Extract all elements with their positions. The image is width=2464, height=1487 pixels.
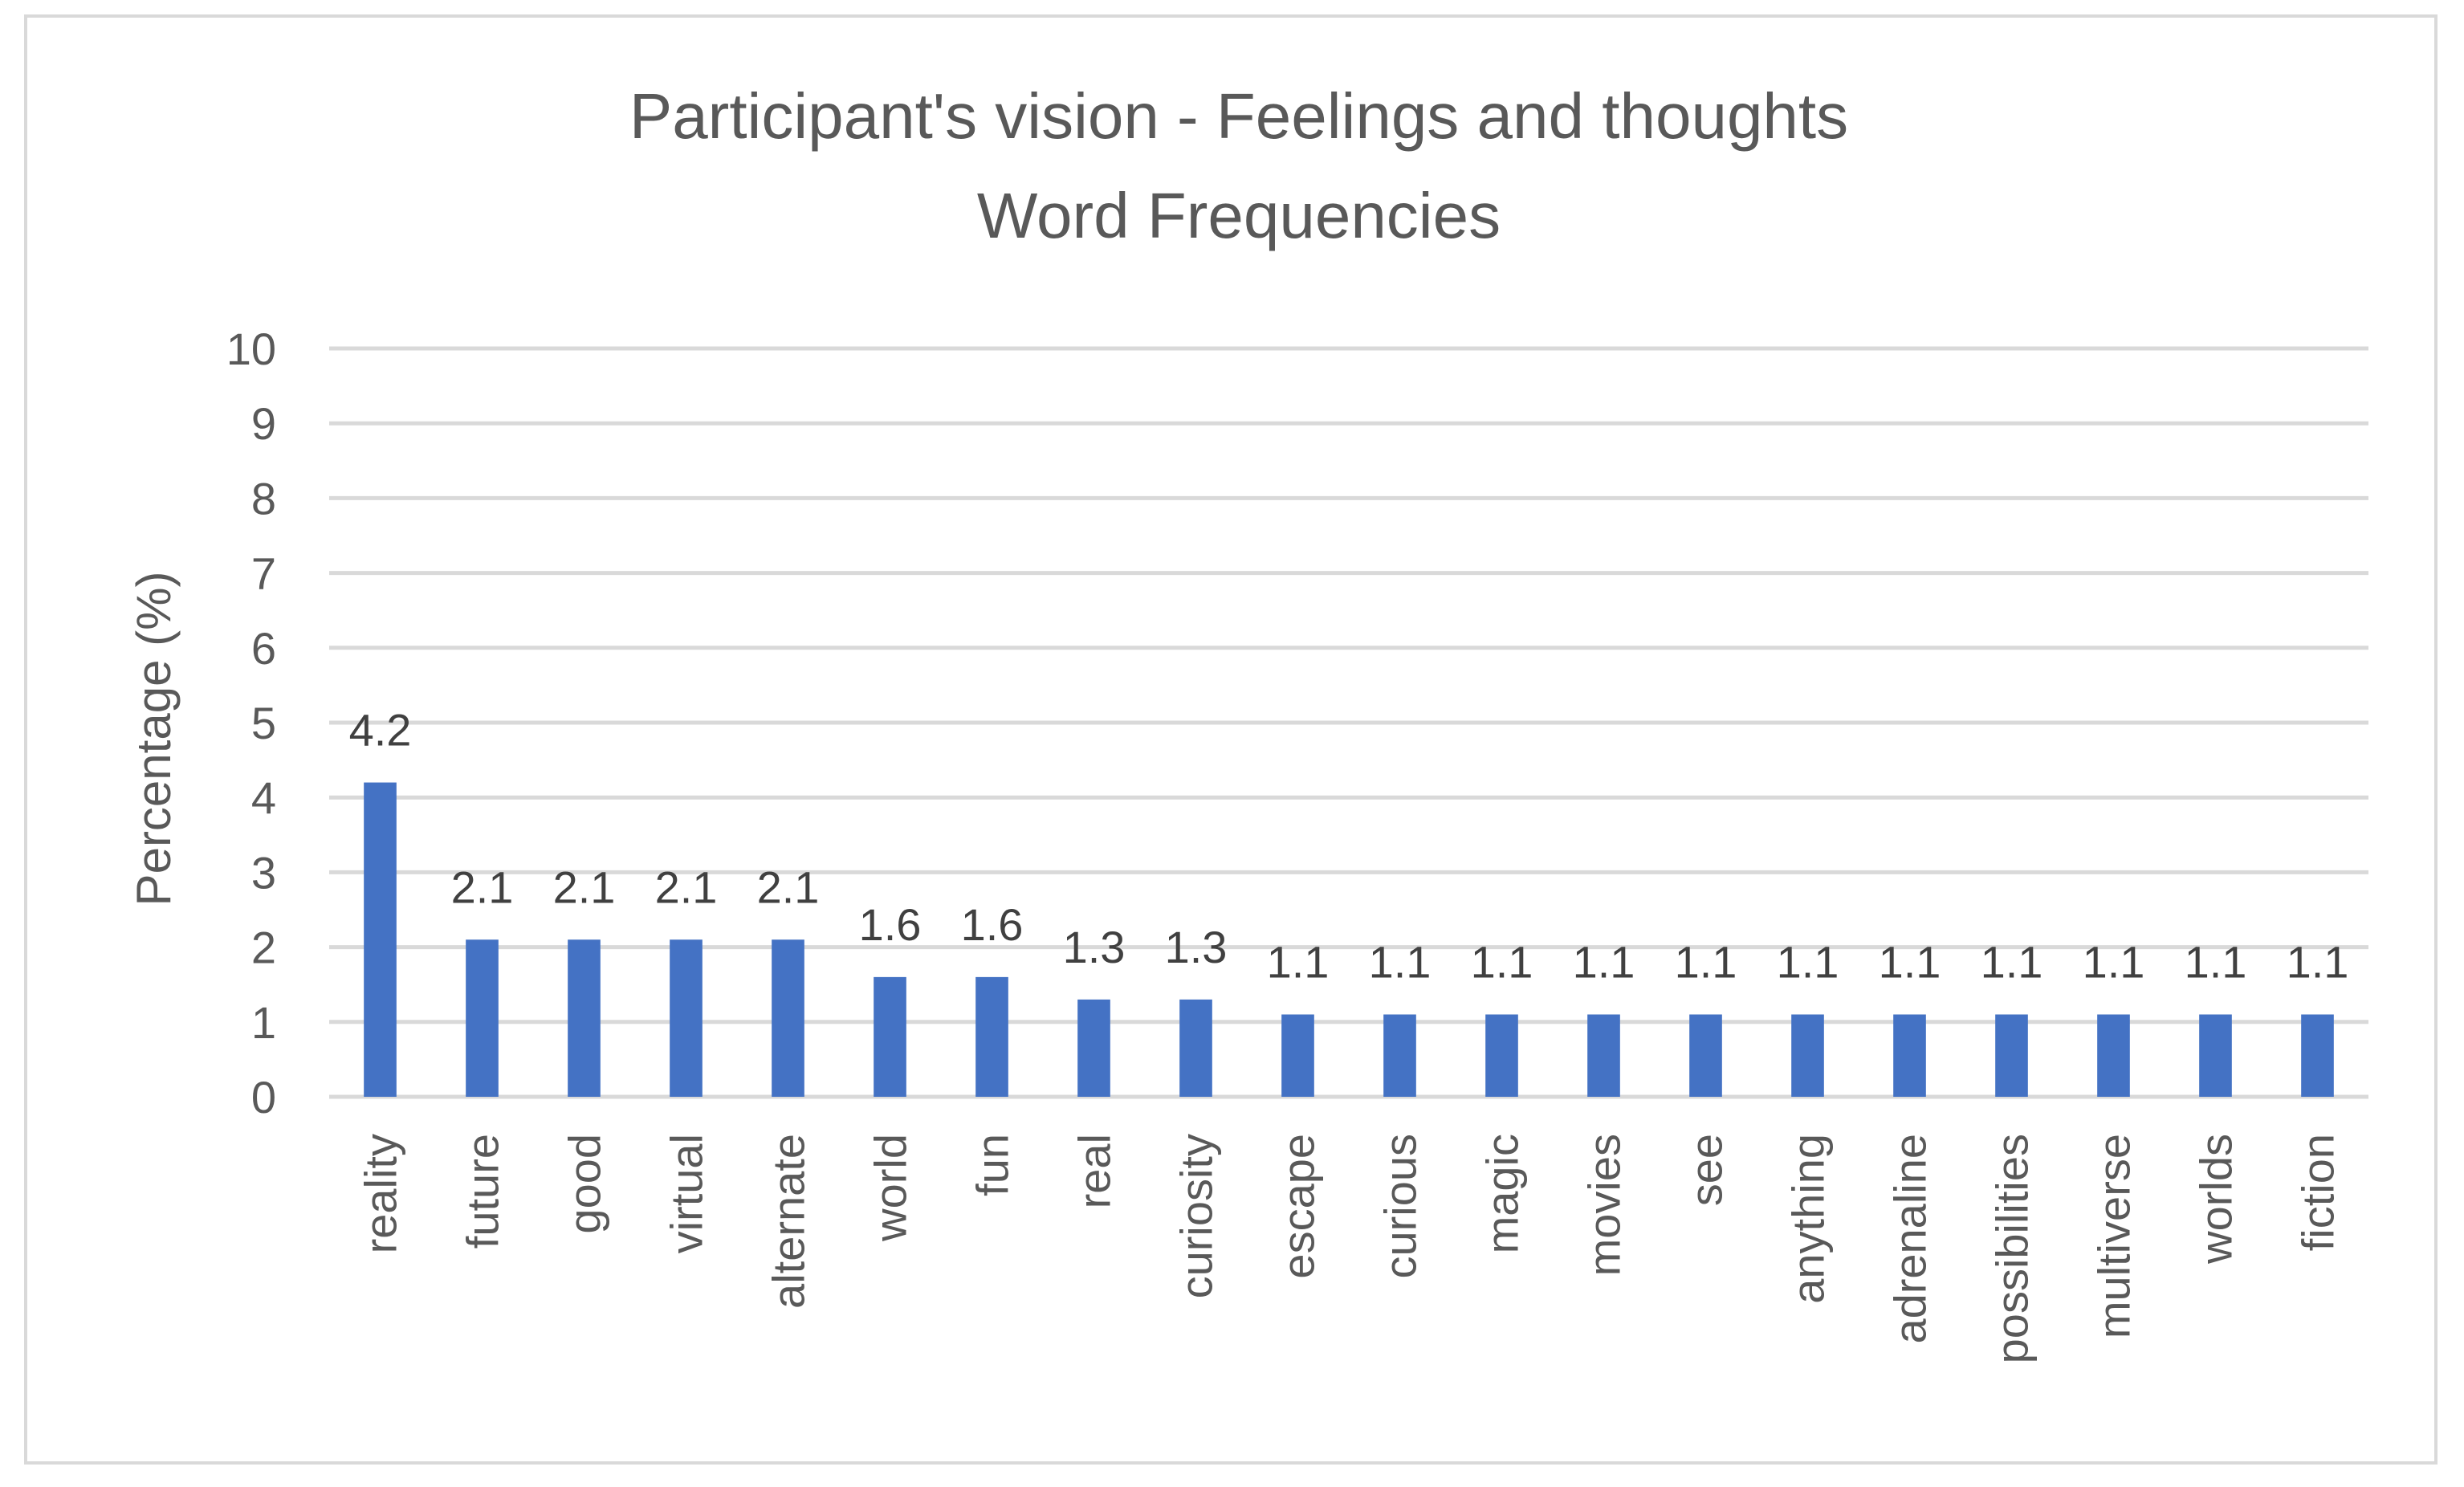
- bar-reality: [364, 782, 397, 1097]
- data-label-magic: 1.1: [1471, 936, 1533, 987]
- y-tick-label: 5: [251, 698, 276, 748]
- bar-future: [466, 939, 499, 1097]
- x-category-label: escape: [1273, 1134, 1324, 1279]
- y-tick-label: 1: [251, 997, 276, 1048]
- chart-title-line-2: Word Frequencies: [977, 180, 1501, 251]
- x-category-label: fun: [967, 1134, 1018, 1196]
- bar-alternate: [772, 939, 804, 1097]
- data-label-curious: 1.1: [1369, 936, 1432, 987]
- data-label-future: 2.1: [451, 862, 514, 912]
- x-category-label: curious: [1375, 1134, 1426, 1279]
- bar-magic: [1485, 1014, 1518, 1097]
- y-tick-label: 10: [226, 324, 276, 374]
- data-label-real: 1.3: [1063, 922, 1126, 972]
- bar-fun: [975, 976, 1008, 1097]
- data-label-virtual: 2.1: [655, 862, 718, 912]
- gridlines: [329, 346, 2368, 1099]
- x-category-label: alternate: [764, 1134, 814, 1309]
- bar-fiction: [2301, 1014, 2334, 1097]
- x-category-label: real: [1069, 1134, 1120, 1208]
- bar-multiverse: [2097, 1014, 2130, 1097]
- y-tick-label: 3: [251, 847, 276, 898]
- bar-see: [1689, 1014, 1722, 1097]
- bar-real: [1077, 999, 1110, 1097]
- y-tick-label: 4: [251, 772, 276, 823]
- chart-frame: [24, 14, 2438, 1465]
- x-category-label: future: [458, 1134, 508, 1249]
- x-category-label: see: [1681, 1134, 1732, 1206]
- y-tick-label: 0: [251, 1072, 276, 1122]
- x-category-label: multiverse: [2089, 1134, 2140, 1338]
- bars: [364, 782, 2334, 1097]
- x-category-label: world: [865, 1134, 916, 1242]
- x-category-label: worlds: [2191, 1134, 2242, 1265]
- bar-worlds: [2199, 1014, 2232, 1097]
- x-category-label: curiosity: [1171, 1134, 1222, 1298]
- x-category-label: magic: [1477, 1134, 1528, 1253]
- bar-world: [874, 976, 906, 1097]
- bar-possibilities: [1995, 1014, 2028, 1097]
- data-label-multiverse: 1.1: [2083, 936, 2145, 987]
- bar-curiosity: [1179, 999, 1212, 1097]
- data-label-movies: 1.1: [1573, 936, 1635, 987]
- bar-escape: [1281, 1014, 1314, 1097]
- x-category-label: possibilities: [1987, 1134, 2038, 1363]
- data-label-fun: 1.6: [961, 899, 1024, 950]
- y-axis-title: Percentage (%): [127, 572, 181, 906]
- y-tick-label: 6: [251, 623, 276, 674]
- x-axis-categories: reality future good virtual alternate world fu…: [356, 1134, 2344, 1363]
- y-tick-label: 7: [251, 548, 276, 599]
- data-label-reality: 4.2: [349, 705, 412, 756]
- data-label-escape: 1.1: [1267, 936, 1330, 987]
- x-category-label: virtual: [662, 1134, 712, 1253]
- data-label-see: 1.1: [1675, 936, 1737, 987]
- bar-virtual: [670, 939, 703, 1097]
- y-tick-label: 9: [251, 398, 276, 449]
- bar-adrenaline: [1893, 1014, 1926, 1097]
- chart-title-line-1: Participant's vision - Feelings and thou…: [629, 80, 1848, 152]
- data-label-alternate: 2.1: [757, 862, 820, 912]
- y-axis-ticks: 0 1 2 3 4 5 6 7 8 9 10: [226, 324, 276, 1122]
- x-category-label: anything: [1783, 1134, 1834, 1304]
- data-labels: 4.2 2.1 2.1 2.1 2.1 1.6 1.6 1.3 1.3 1.1 1.1 1.1 1.1 1…: [349, 705, 2349, 988]
- x-category-label: adrenaline: [1885, 1134, 1936, 1344]
- data-label-adrenaline: 1.1: [1879, 936, 1941, 987]
- data-label-curiosity: 1.3: [1165, 922, 1228, 972]
- y-tick-label: 8: [251, 473, 276, 524]
- bar-movies: [1587, 1014, 1620, 1097]
- data-label-anything: 1.1: [1777, 936, 1839, 987]
- data-label-world: 1.6: [859, 899, 922, 950]
- x-category-label: good: [560, 1134, 610, 1234]
- data-label-worlds: 1.1: [2185, 936, 2247, 987]
- y-tick-label: 2: [251, 923, 276, 973]
- x-category-label: reality: [356, 1134, 406, 1253]
- bar-good: [568, 939, 601, 1097]
- bar-curious: [1383, 1014, 1416, 1097]
- data-label-possibilities: 1.1: [1981, 936, 2043, 987]
- x-category-label: movies: [1579, 1134, 1630, 1276]
- x-category-label: fiction: [2293, 1134, 2344, 1251]
- data-label-fiction: 1.1: [2287, 936, 2349, 987]
- bar-anything: [1791, 1014, 1824, 1097]
- data-label-good: 2.1: [553, 862, 616, 912]
